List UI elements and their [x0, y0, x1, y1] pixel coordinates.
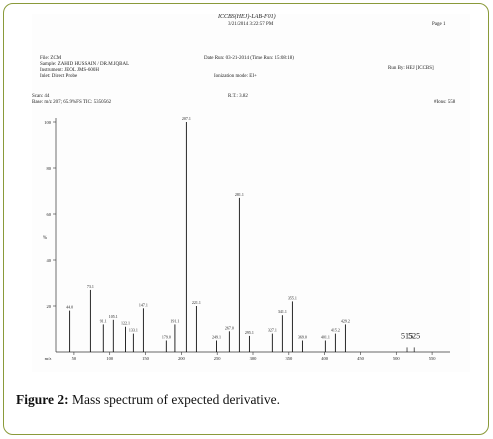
x-tick-label: 400	[321, 356, 329, 361]
peak-label: 415.2	[331, 328, 340, 333]
y-tick-label: 20	[47, 304, 52, 309]
page-number: Page 1	[432, 22, 446, 27]
x-tick-label: 250	[214, 356, 222, 361]
x-tick-label: 150	[142, 356, 150, 361]
peak-label: 207.1	[182, 116, 191, 121]
y-axis-label: %	[43, 236, 47, 241]
sample-label: Sample: ZAHID HUSSAIN / DR.M.IQBAL	[40, 62, 130, 67]
date-run-label: Date Run: 03-21-2014 (Time Run: 15:08:18…	[204, 56, 294, 61]
ionization-label: Ionization mode: EI+	[214, 74, 257, 79]
peak-annotation: 525	[408, 332, 420, 341]
x-tick-label: 500	[393, 356, 401, 361]
y-tick-label: 80	[47, 166, 52, 171]
scan-label: Scan: 44	[32, 94, 50, 99]
spectrum-sheet: ICCBS(HEJ)-LAB-F01) 3/21/2014 3:22:57 PM…	[32, 14, 470, 372]
peak-label: 327.1	[268, 328, 277, 333]
peak-label: 44.0	[66, 305, 73, 310]
x-tick-label: 300	[250, 356, 258, 361]
base-label: Base: m/z 207; 65.9%FS TIC: 5350562	[32, 100, 112, 105]
mass-spectrum-chart: 20 40 60 80 100% 50 100 150 200 250 300 350 400 450 50…	[43, 116, 450, 361]
peak-label: 281.1	[235, 192, 244, 197]
x-axis-label: m/z	[45, 356, 52, 361]
peak-label: 179.0	[162, 335, 171, 340]
peak-label: 295.1	[245, 330, 254, 335]
instrument-label: Instrument: JEOL JMS-600H	[40, 68, 99, 73]
peak-label: 341.1	[278, 309, 287, 314]
peak-annotation: 515	[401, 332, 413, 341]
peak-label: 191.1	[170, 318, 179, 323]
peak-label: 73.1	[87, 284, 94, 289]
x-tick-label: 550	[429, 356, 437, 361]
rt-label: R.T.: 3.82	[228, 94, 248, 99]
run-by-label: Run By: HEJ [ICCBS]	[388, 66, 434, 71]
peak-label: 369.0	[298, 335, 307, 340]
peak-label: 91.1	[100, 318, 107, 323]
x-tick-label: 450	[357, 356, 365, 361]
file-label: File: ZCM	[40, 56, 62, 61]
inlet-label: Inlet: Direct Probe	[40, 74, 78, 79]
x-tick-label: 350	[285, 356, 293, 361]
peak-label: 147.1	[139, 302, 148, 307]
peak-label: 267.0	[225, 325, 234, 330]
peak-label: 122.1	[121, 321, 130, 326]
y-tick-label: 40	[47, 258, 52, 263]
peak-label: 401.1	[321, 335, 330, 340]
y-tick-label: 60	[47, 212, 52, 217]
report-title: ICCBS(HEJ)-LAB-F01)	[218, 14, 276, 20]
peak-label: 429.2	[341, 318, 350, 323]
peak-label: 221.1	[192, 300, 201, 305]
report-datetime: 3/21/2014 3:22:57 PM	[228, 22, 274, 27]
x-tick-label: 50	[72, 356, 77, 361]
peak-label: 249.1	[212, 335, 221, 340]
ions-label: #Ions: 558	[434, 100, 456, 105]
peak-label: 133.1	[129, 328, 138, 333]
x-tick-label: 200	[178, 356, 186, 361]
peak-label: 355.1	[288, 295, 297, 300]
peak-label: 105.1	[109, 314, 118, 319]
figure-caption: Figure 2: Mass spectrum of expected deri…	[16, 392, 280, 408]
x-tick-label: 100	[106, 356, 114, 361]
y-tick-label: 100	[44, 120, 52, 125]
caption-label: Figure 2:	[16, 392, 69, 407]
caption-text: Mass spectrum of expected derivative.	[68, 392, 281, 407]
